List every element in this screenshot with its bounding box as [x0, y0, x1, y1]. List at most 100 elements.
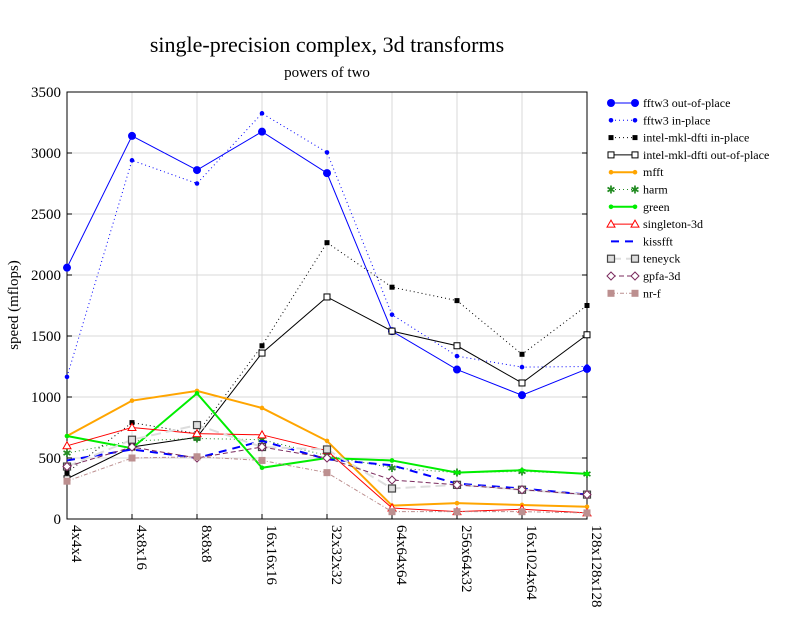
legend-label: fftw3 in-place [643, 113, 710, 127]
data-point [192, 428, 202, 438]
data-point [63, 477, 71, 485]
data-point [259, 405, 265, 411]
data-point [583, 331, 591, 339]
data-point [454, 353, 460, 359]
x-tick-label: 128x128x128 [588, 525, 604, 608]
data-point [584, 504, 590, 510]
chart-subtitle: powers of two [284, 65, 370, 81]
legend-label: nr-f [643, 286, 661, 300]
data-point [583, 509, 591, 517]
data-point: ✱ [192, 433, 201, 445]
data-point [323, 293, 331, 301]
legend-item: teneyck [606, 252, 680, 266]
data-point [632, 118, 638, 123]
legend-item: mfft [608, 165, 664, 179]
data-point [607, 99, 615, 107]
data-point [322, 445, 332, 454]
legend-label: teneyck [643, 252, 680, 266]
y-tick-label: 2000 [31, 268, 61, 284]
legend-label: singleton-3d [643, 217, 703, 231]
data-point [258, 349, 266, 357]
data-point [389, 458, 395, 463]
legend-label: intel-mkl-dfti out-of-place [643, 148, 769, 162]
data-point [322, 453, 332, 463]
x-tick-label: 16x1024x64 [523, 525, 539, 601]
data-point [387, 484, 397, 493]
data-point: ✱ [630, 185, 639, 197]
data-point [453, 342, 461, 350]
y-tick-label: 0 [54, 512, 62, 528]
data-point [127, 435, 137, 444]
legend-label: gpfa-3d [643, 269, 680, 283]
data-point: ✱ [387, 463, 396, 475]
legend-item: singleton-3d [606, 217, 703, 231]
data-point [257, 442, 267, 452]
legend-label: kissfft [643, 234, 673, 248]
data-point [454, 470, 460, 475]
y-tick-label: 3000 [31, 146, 61, 162]
data-point [62, 440, 72, 450]
data-point [259, 343, 265, 349]
data-point [630, 219, 640, 228]
chart-title: single-precision complex, 3d transforms [150, 32, 504, 57]
x-tick-label: 256x64x32 [458, 525, 474, 593]
legend-item: gpfa-3d [606, 269, 680, 283]
data-point [518, 379, 526, 387]
data-point [518, 391, 526, 400]
data-point [519, 467, 525, 473]
data-point [258, 456, 266, 464]
data-point [632, 169, 638, 175]
data-point [632, 135, 638, 141]
legend-item: kissfft [611, 234, 673, 248]
y-tick-label: 3500 [31, 85, 61, 101]
data-point [64, 374, 70, 380]
legend-item: fftw3 out-of-place [607, 96, 730, 110]
legend-item: intel-mkl-dfti in-place [608, 131, 749, 145]
data-point [631, 151, 639, 159]
y-axis-label: speed (mflops) [6, 260, 22, 350]
series-nr-f [63, 453, 591, 517]
legend-label: harm [643, 183, 668, 197]
data-point [608, 135, 614, 141]
data-point [193, 453, 201, 461]
data-point [127, 422, 137, 431]
data-point [323, 169, 331, 178]
x-tick-label: 16x16x16 [263, 525, 279, 586]
series-intel-mkl-dfti-out-of-place [63, 293, 591, 483]
data-point [129, 398, 135, 403]
data-point [630, 254, 640, 263]
data-point [62, 461, 72, 472]
series-line [66, 241, 588, 474]
data-point [519, 351, 525, 357]
data-point [607, 289, 615, 297]
series-fftw3-out-of-place [63, 127, 591, 400]
data-point [452, 480, 462, 490]
legend-item: ✱ ✱ harm [606, 183, 668, 197]
x-tick-label: 64x64x64 [393, 525, 409, 586]
data-point [584, 303, 590, 308]
data-point: ✱ [62, 448, 71, 460]
legend-item: nr-f [607, 286, 661, 300]
data-point [324, 150, 330, 155]
data-point [606, 271, 616, 281]
data-point [606, 219, 616, 228]
data-point [323, 469, 331, 477]
data-point [324, 438, 330, 444]
data-point [607, 151, 615, 159]
data-point [259, 111, 265, 116]
y-tick-label: 1500 [31, 329, 61, 345]
data-point [389, 312, 395, 317]
data-point [519, 364, 525, 370]
data-point [64, 433, 70, 439]
data-point [608, 169, 614, 175]
y-tick-label: 500 [39, 451, 62, 467]
data-point [608, 204, 614, 210]
data-point [128, 454, 136, 462]
data-point [389, 284, 395, 290]
series-fftw3-in-place [64, 111, 590, 380]
data-point [631, 99, 639, 107]
data-point [194, 181, 200, 186]
legend-label: green [643, 200, 670, 214]
data-point [453, 508, 461, 516]
